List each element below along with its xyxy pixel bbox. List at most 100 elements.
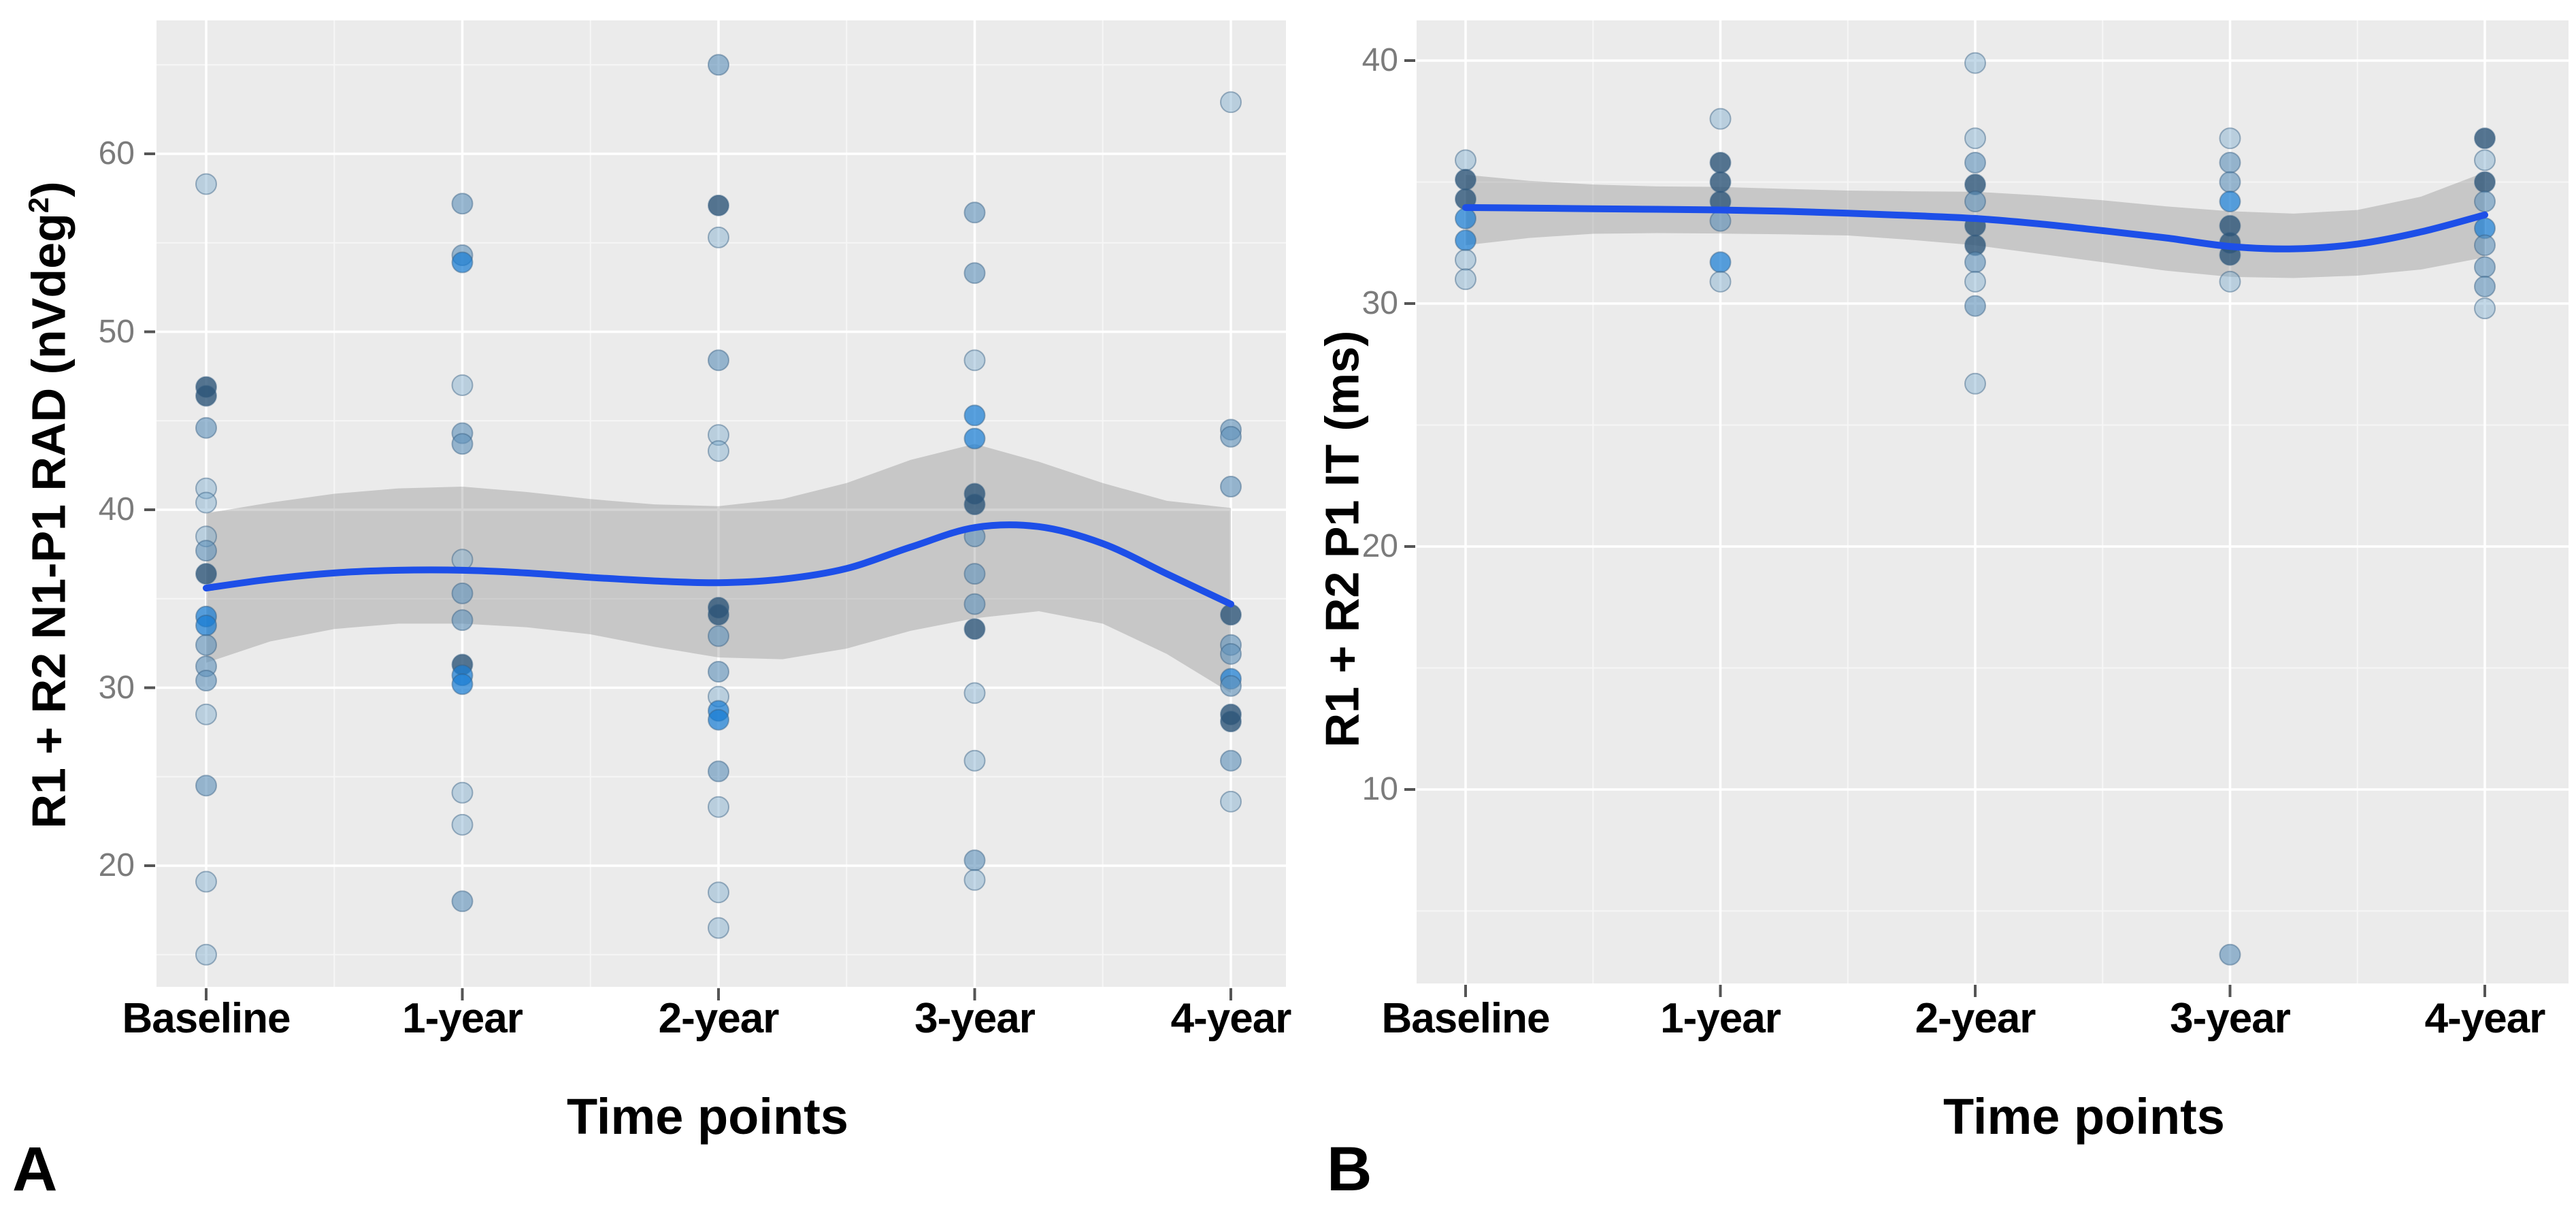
- data-point: [1455, 248, 1476, 271]
- data-point: [195, 634, 217, 656]
- data-point: [1455, 208, 1476, 230]
- panel-b-letter: B: [1327, 1135, 1372, 1204]
- panel-a-chart: [144, 20, 1286, 1000]
- data-point: [708, 226, 729, 248]
- data-point: [708, 604, 729, 626]
- y-tick-label: 60: [98, 135, 135, 172]
- data-point: [1964, 151, 1986, 174]
- x-tick-label: 1-year: [1660, 995, 1781, 1042]
- y-tick-label: 20: [98, 847, 135, 883]
- data-point: [708, 881, 729, 904]
- data-point: [195, 173, 217, 195]
- data-point: [1964, 127, 1986, 150]
- data-point: [1709, 251, 1732, 274]
- panel-a-y-title-suffix: ): [22, 181, 76, 197]
- x-tick-label: 2-year: [1915, 995, 2036, 1042]
- data-point: [451, 374, 474, 396]
- panel-b-y-title-suffix: ): [1315, 330, 1369, 346]
- data-point: [1455, 149, 1476, 172]
- data-point: [1964, 52, 1986, 74]
- smooth-trend-line: [1462, 203, 2488, 252]
- data-point: [451, 609, 474, 632]
- data-point: [2474, 297, 2496, 320]
- data-point: [1964, 191, 1986, 213]
- data-point: [963, 749, 986, 772]
- data-point: [708, 54, 729, 76]
- data-point: [195, 563, 217, 585]
- y-tick-label: 30: [98, 669, 135, 706]
- data-point: [708, 917, 729, 939]
- x-tick-label: 3-year: [2170, 995, 2291, 1042]
- data-point: [2219, 127, 2241, 150]
- data-point: [708, 708, 729, 731]
- panel-b-chart: [1404, 20, 2569, 997]
- data-point: [1455, 268, 1476, 291]
- plot-background: [156, 20, 1286, 987]
- plot-background: [1417, 20, 2569, 983]
- data-point: [195, 670, 217, 692]
- y-tick-label: 20: [1361, 528, 1398, 564]
- data-point: [2474, 256, 2496, 278]
- data-point: [195, 943, 217, 966]
- data-point: [1709, 270, 1732, 293]
- data-point: [1220, 425, 1242, 448]
- data-point: [2219, 191, 2241, 213]
- data-point: [708, 796, 729, 818]
- data-point: [2474, 234, 2496, 257]
- data-point: [963, 349, 986, 372]
- data-point: [451, 582, 474, 604]
- x-tick-label: 2-year: [658, 995, 780, 1042]
- data-point: [2219, 171, 2241, 193]
- data-point: [1220, 604, 1242, 626]
- y-tick-label: 40: [1361, 42, 1398, 78]
- data-point: [1220, 642, 1242, 665]
- panel-a-x-axis-title: Time points: [567, 1088, 848, 1145]
- x-tick-label: 4-year: [2424, 995, 2546, 1042]
- data-point: [1709, 151, 1732, 174]
- data-point: [2219, 270, 2241, 293]
- data-point: [1220, 790, 1242, 813]
- data-point: [963, 849, 986, 872]
- data-point: [963, 868, 986, 891]
- data-point: [1455, 229, 1476, 252]
- data-point: [963, 682, 986, 704]
- data-point: [195, 477, 217, 500]
- data-point: [195, 614, 217, 636]
- panel-a-letter: A: [12, 1135, 58, 1204]
- data-point: [451, 251, 474, 274]
- data-point: [195, 491, 217, 514]
- data-point: [2474, 149, 2496, 172]
- data-point: [708, 760, 729, 783]
- data-point: [963, 201, 986, 224]
- data-point: [2219, 151, 2241, 174]
- x-tick-label: 1-year: [402, 995, 523, 1042]
- smooth-trend-line: [203, 521, 1234, 608]
- data-point: [708, 440, 729, 462]
- x-tick-label: Baseline: [122, 995, 291, 1042]
- data-point: [1964, 251, 1986, 274]
- data-point: [195, 870, 217, 893]
- data-point: [1220, 749, 1242, 772]
- y-tick-label: 30: [1361, 285, 1398, 321]
- data-point: [1455, 168, 1476, 191]
- data-point: [1709, 171, 1732, 193]
- data-point: [451, 813, 474, 836]
- data-point: [963, 493, 986, 516]
- data-point: [1964, 372, 1986, 395]
- data-point: [1220, 91, 1242, 114]
- data-point: [195, 385, 217, 407]
- x-tick-label: 3-year: [914, 995, 1036, 1042]
- data-point: [1220, 476, 1242, 498]
- data-point: [2474, 276, 2496, 298]
- y-tick-label: 40: [98, 491, 135, 527]
- data-point: [451, 673, 474, 696]
- y-tick-label: 50: [98, 313, 135, 350]
- data-point: [2219, 943, 2241, 966]
- data-point: [963, 563, 986, 585]
- data-point: [451, 890, 474, 913]
- data-point: [963, 427, 986, 450]
- data-point: [963, 404, 986, 427]
- x-tick-label: 4-year: [1170, 995, 1292, 1042]
- data-point: [195, 703, 217, 725]
